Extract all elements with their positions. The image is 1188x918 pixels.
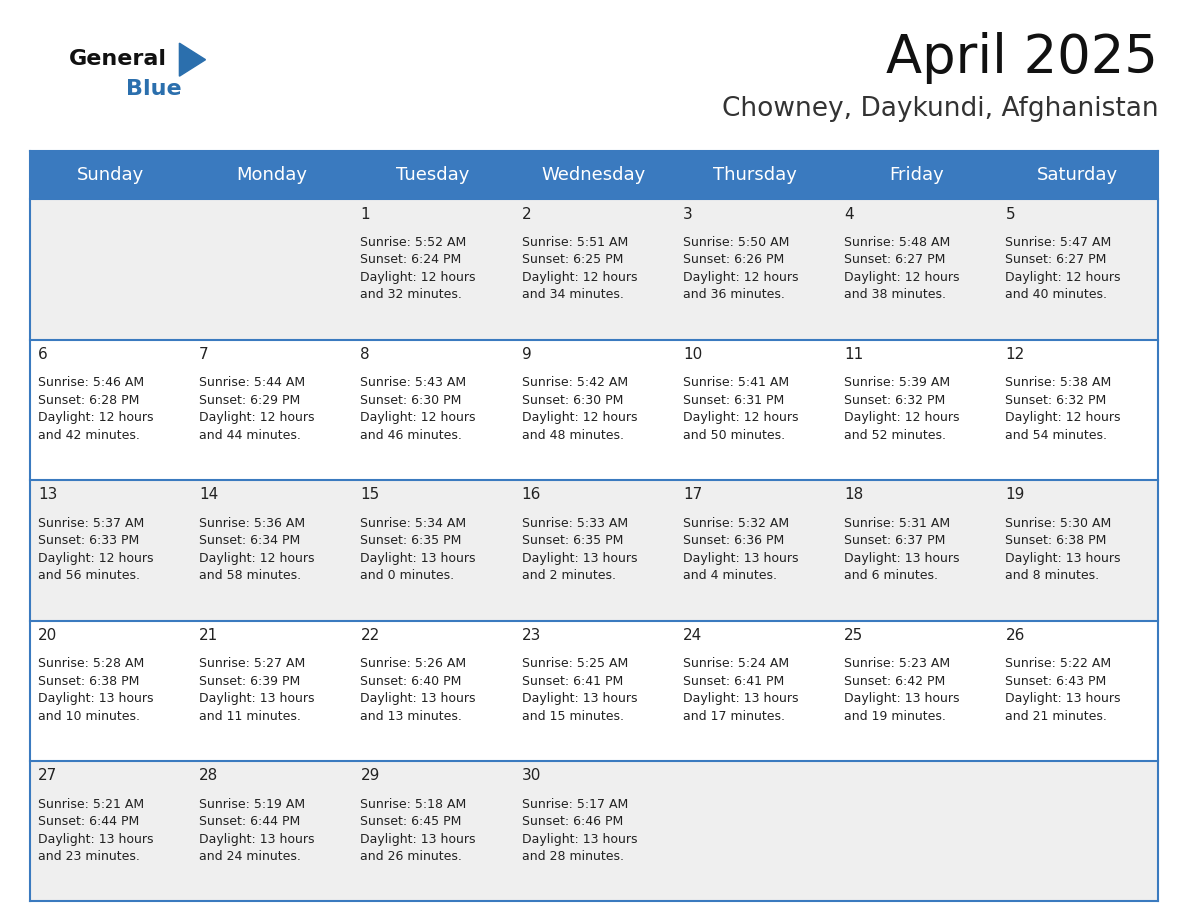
- Text: Sunrise: 5:48 AM
Sunset: 6:27 PM
Daylight: 12 hours
and 38 minutes.: Sunrise: 5:48 AM Sunset: 6:27 PM Dayligh…: [845, 236, 960, 301]
- Text: General: General: [69, 49, 166, 69]
- Text: 19: 19: [1005, 487, 1025, 502]
- Text: Thursday: Thursday: [713, 166, 797, 185]
- Text: 15: 15: [360, 487, 380, 502]
- Text: Sunrise: 5:52 AM
Sunset: 6:24 PM
Daylight: 12 hours
and 32 minutes.: Sunrise: 5:52 AM Sunset: 6:24 PM Dayligh…: [360, 236, 476, 301]
- Text: Sunrise: 5:26 AM
Sunset: 6:40 PM
Daylight: 13 hours
and 13 minutes.: Sunrise: 5:26 AM Sunset: 6:40 PM Dayligh…: [360, 657, 476, 722]
- Text: 25: 25: [845, 628, 864, 643]
- Text: Sunrise: 5:18 AM
Sunset: 6:45 PM
Daylight: 13 hours
and 26 minutes.: Sunrise: 5:18 AM Sunset: 6:45 PM Dayligh…: [360, 798, 476, 863]
- Text: Sunrise: 5:28 AM
Sunset: 6:38 PM
Daylight: 13 hours
and 10 minutes.: Sunrise: 5:28 AM Sunset: 6:38 PM Dayligh…: [38, 657, 153, 722]
- Text: 5: 5: [1005, 207, 1015, 221]
- Polygon shape: [179, 43, 206, 76]
- Text: Sunrise: 5:30 AM
Sunset: 6:38 PM
Daylight: 13 hours
and 8 minutes.: Sunrise: 5:30 AM Sunset: 6:38 PM Dayligh…: [1005, 517, 1121, 582]
- Text: Sunday: Sunday: [77, 166, 144, 185]
- Text: Tuesday: Tuesday: [396, 166, 469, 185]
- Text: Sunrise: 5:17 AM
Sunset: 6:46 PM
Daylight: 13 hours
and 28 minutes.: Sunrise: 5:17 AM Sunset: 6:46 PM Dayligh…: [522, 798, 637, 863]
- Text: Wednesday: Wednesday: [542, 166, 646, 185]
- Text: 30: 30: [522, 768, 541, 783]
- Text: 10: 10: [683, 347, 702, 362]
- Text: Chowney, Daykundi, Afghanistan: Chowney, Daykundi, Afghanistan: [721, 96, 1158, 122]
- Text: Sunrise: 5:31 AM
Sunset: 6:37 PM
Daylight: 13 hours
and 6 minutes.: Sunrise: 5:31 AM Sunset: 6:37 PM Dayligh…: [845, 517, 960, 582]
- Text: 6: 6: [38, 347, 48, 362]
- Text: 12: 12: [1005, 347, 1024, 362]
- Text: 8: 8: [360, 347, 371, 362]
- Text: Sunrise: 5:51 AM
Sunset: 6:25 PM
Daylight: 12 hours
and 34 minutes.: Sunrise: 5:51 AM Sunset: 6:25 PM Dayligh…: [522, 236, 637, 301]
- Bar: [30, 621, 1158, 761]
- Text: Sunrise: 5:42 AM
Sunset: 6:30 PM
Daylight: 12 hours
and 48 minutes.: Sunrise: 5:42 AM Sunset: 6:30 PM Dayligh…: [522, 376, 637, 442]
- Text: 1: 1: [360, 207, 371, 221]
- Text: Sunrise: 5:19 AM
Sunset: 6:44 PM
Daylight: 13 hours
and 24 minutes.: Sunrise: 5:19 AM Sunset: 6:44 PM Dayligh…: [200, 798, 315, 863]
- Text: 18: 18: [845, 487, 864, 502]
- Text: 11: 11: [845, 347, 864, 362]
- Text: Sunrise: 5:37 AM
Sunset: 6:33 PM
Daylight: 12 hours
and 56 minutes.: Sunrise: 5:37 AM Sunset: 6:33 PM Dayligh…: [38, 517, 153, 582]
- Text: 4: 4: [845, 207, 854, 221]
- Text: Sunrise: 5:22 AM
Sunset: 6:43 PM
Daylight: 13 hours
and 21 minutes.: Sunrise: 5:22 AM Sunset: 6:43 PM Dayligh…: [1005, 657, 1121, 722]
- Text: 28: 28: [200, 768, 219, 783]
- Text: Sunrise: 5:36 AM
Sunset: 6:34 PM
Daylight: 12 hours
and 58 minutes.: Sunrise: 5:36 AM Sunset: 6:34 PM Dayligh…: [200, 517, 315, 582]
- Text: 17: 17: [683, 487, 702, 502]
- Text: Sunrise: 5:34 AM
Sunset: 6:35 PM
Daylight: 13 hours
and 0 minutes.: Sunrise: 5:34 AM Sunset: 6:35 PM Dayligh…: [360, 517, 476, 582]
- Text: Sunrise: 5:24 AM
Sunset: 6:41 PM
Daylight: 13 hours
and 17 minutes.: Sunrise: 5:24 AM Sunset: 6:41 PM Dayligh…: [683, 657, 798, 722]
- Bar: [30, 480, 1158, 621]
- Text: Sunrise: 5:50 AM
Sunset: 6:26 PM
Daylight: 12 hours
and 36 minutes.: Sunrise: 5:50 AM Sunset: 6:26 PM Dayligh…: [683, 236, 798, 301]
- Text: Sunrise: 5:33 AM
Sunset: 6:35 PM
Daylight: 13 hours
and 2 minutes.: Sunrise: 5:33 AM Sunset: 6:35 PM Dayligh…: [522, 517, 637, 582]
- Text: Sunrise: 5:43 AM
Sunset: 6:30 PM
Daylight: 12 hours
and 46 minutes.: Sunrise: 5:43 AM Sunset: 6:30 PM Dayligh…: [360, 376, 476, 442]
- Text: Sunrise: 5:44 AM
Sunset: 6:29 PM
Daylight: 12 hours
and 44 minutes.: Sunrise: 5:44 AM Sunset: 6:29 PM Dayligh…: [200, 376, 315, 442]
- Text: Saturday: Saturday: [1037, 166, 1118, 185]
- Bar: [30, 199, 1158, 340]
- Text: Sunrise: 5:21 AM
Sunset: 6:44 PM
Daylight: 13 hours
and 23 minutes.: Sunrise: 5:21 AM Sunset: 6:44 PM Dayligh…: [38, 798, 153, 863]
- Text: 16: 16: [522, 487, 541, 502]
- Text: Sunrise: 5:47 AM
Sunset: 6:27 PM
Daylight: 12 hours
and 40 minutes.: Sunrise: 5:47 AM Sunset: 6:27 PM Dayligh…: [1005, 236, 1121, 301]
- Text: April 2025: April 2025: [886, 32, 1158, 84]
- Text: 14: 14: [200, 487, 219, 502]
- Text: 24: 24: [683, 628, 702, 643]
- Text: 9: 9: [522, 347, 531, 362]
- Text: 26: 26: [1005, 628, 1025, 643]
- Bar: [30, 151, 1158, 199]
- Text: 13: 13: [38, 487, 57, 502]
- Bar: [30, 340, 1158, 480]
- Text: 3: 3: [683, 207, 693, 221]
- Text: Sunrise: 5:46 AM
Sunset: 6:28 PM
Daylight: 12 hours
and 42 minutes.: Sunrise: 5:46 AM Sunset: 6:28 PM Dayligh…: [38, 376, 153, 442]
- Text: Sunrise: 5:23 AM
Sunset: 6:42 PM
Daylight: 13 hours
and 19 minutes.: Sunrise: 5:23 AM Sunset: 6:42 PM Dayligh…: [845, 657, 960, 722]
- Text: Monday: Monday: [236, 166, 307, 185]
- Text: 20: 20: [38, 628, 57, 643]
- Text: 27: 27: [38, 768, 57, 783]
- Text: 2: 2: [522, 207, 531, 221]
- Text: Sunrise: 5:32 AM
Sunset: 6:36 PM
Daylight: 13 hours
and 4 minutes.: Sunrise: 5:32 AM Sunset: 6:36 PM Dayligh…: [683, 517, 798, 582]
- Bar: [30, 761, 1158, 901]
- Text: Sunrise: 5:38 AM
Sunset: 6:32 PM
Daylight: 12 hours
and 54 minutes.: Sunrise: 5:38 AM Sunset: 6:32 PM Dayligh…: [1005, 376, 1121, 442]
- Text: Friday: Friday: [889, 166, 943, 185]
- Text: 7: 7: [200, 347, 209, 362]
- Text: Sunrise: 5:41 AM
Sunset: 6:31 PM
Daylight: 12 hours
and 50 minutes.: Sunrise: 5:41 AM Sunset: 6:31 PM Dayligh…: [683, 376, 798, 442]
- Text: Blue: Blue: [126, 79, 182, 99]
- Text: Sunrise: 5:25 AM
Sunset: 6:41 PM
Daylight: 13 hours
and 15 minutes.: Sunrise: 5:25 AM Sunset: 6:41 PM Dayligh…: [522, 657, 637, 722]
- Text: 22: 22: [360, 628, 380, 643]
- Text: Sunrise: 5:39 AM
Sunset: 6:32 PM
Daylight: 12 hours
and 52 minutes.: Sunrise: 5:39 AM Sunset: 6:32 PM Dayligh…: [845, 376, 960, 442]
- Text: 21: 21: [200, 628, 219, 643]
- Text: Sunrise: 5:27 AM
Sunset: 6:39 PM
Daylight: 13 hours
and 11 minutes.: Sunrise: 5:27 AM Sunset: 6:39 PM Dayligh…: [200, 657, 315, 722]
- Text: 29: 29: [360, 768, 380, 783]
- Text: 23: 23: [522, 628, 541, 643]
